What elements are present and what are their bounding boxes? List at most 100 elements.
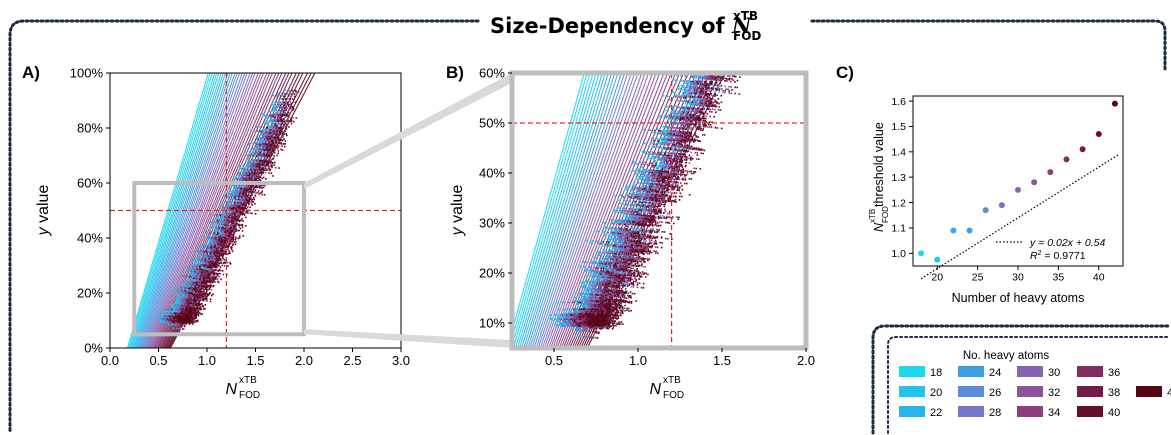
- legend-frame-inner: [887, 336, 1169, 434]
- panel-a-scatter: [156, 80, 300, 330]
- panel-b-xlabel: N xTB FOD: [649, 375, 684, 401]
- svg-text:FOD: FOD: [663, 390, 684, 401]
- panel-a-zoom-box: [132, 181, 306, 337]
- panel-c-ytick-label: 1.2: [891, 197, 906, 209]
- panel-c-point: [998, 202, 1005, 209]
- zoom-connector-top: [304, 73, 512, 189]
- panel-a-axes: 0.0 0.5 1.0 1.5 2.0 2.5 3.0 0% 20% 40% 60% 80% 100%: [70, 66, 410, 368]
- panel-b-xtick-label: 1.5: [713, 353, 731, 368]
- panel-b-fit-line: [533, 73, 626, 348]
- legend-swatch: [1077, 406, 1103, 417]
- legend-entry-30: 30: [1017, 366, 1060, 379]
- legend-title: No. heavy atoms: [963, 350, 1050, 362]
- panel-c-point: [950, 227, 957, 234]
- panel-b-fit-line: [537, 73, 633, 348]
- panel-b-ytick-label: 30%: [479, 216, 505, 231]
- svg-text:FOD: FOD: [239, 390, 260, 401]
- svg-text:R2 = 0.9771: R2 = 0.9771: [1030, 250, 1086, 262]
- panel-b-points-series: [564, 73, 735, 339]
- legend-swatch: [1017, 406, 1043, 417]
- panel-a-fit-line: [149, 73, 256, 348]
- panel-a-fit-line: [146, 73, 248, 348]
- panel-b-xtick-label: 1.0: [629, 353, 647, 368]
- figure-title: Size-Dependency of N: [490, 13, 752, 38]
- panel-a-points-series: [170, 95, 298, 328]
- legend-label: 22: [930, 407, 942, 419]
- legend-frame: [871, 324, 1170, 435]
- panel-b-fit-line: [516, 73, 600, 348]
- legend-entries: 18 20 22 24 26 28 30 32 34 36 38 40 42: [899, 366, 1171, 419]
- panel-c-ytick-label: 1.5: [891, 121, 906, 133]
- figure-frame: [8, 19, 480, 435]
- legend-label: 18: [930, 367, 942, 379]
- panel-c-ytick-label: 1.3: [891, 172, 906, 184]
- figure-frame-right: [810, 19, 1167, 72]
- panel-c-point: [1031, 179, 1038, 186]
- legend-label: 28: [989, 407, 1001, 419]
- panel-b-fit-line: [525, 73, 613, 348]
- panel-b-fit-line: [552, 73, 657, 348]
- panel-a-ytick-label: 40%: [77, 231, 103, 246]
- panel-b-ytick-label: 50%: [479, 116, 505, 131]
- panel-a-overlay: [110, 73, 401, 348]
- panel-b-ytick-label: 20%: [479, 266, 505, 281]
- zoom-connectors: [304, 73, 512, 348]
- legend-swatch: [958, 366, 984, 377]
- legend-entry-26: 26: [958, 386, 1001, 399]
- panel-b-fit-line: [531, 73, 623, 348]
- panel-c-ytick-label: 1.6: [891, 96, 906, 108]
- legend-label: 32: [1048, 387, 1060, 399]
- panel-a-xlabel: N xTB FOD: [225, 375, 260, 401]
- panel-a-points-series: [165, 89, 294, 325]
- panel-a-fit-line: [130, 73, 216, 348]
- legend-swatch: [1077, 366, 1103, 377]
- panel-a-fit-line: [154, 73, 268, 348]
- panel-c-xtick-label: 20: [931, 272, 943, 284]
- panel-b-points-series: [569, 73, 741, 339]
- svg-text:xTB: xTB: [239, 375, 257, 386]
- legend-entry-24: 24: [958, 366, 1001, 379]
- panel-a-fit-line: [132, 73, 220, 348]
- panel-c-point: [934, 256, 941, 263]
- panel-a-ytick-label: 100%: [70, 66, 104, 81]
- panel-b-ylabel: y value: [449, 185, 466, 237]
- panel-a-fit-line: [129, 73, 213, 348]
- panel-c-point: [1047, 169, 1054, 176]
- legend-label: 40: [1108, 407, 1120, 419]
- panel-c-fit-legend: y = 0.02x + 0.54 R2 = 0.9771: [996, 237, 1105, 262]
- panel-c-point: [918, 250, 925, 257]
- panel-c-point: [982, 207, 989, 214]
- panel-c-point: [1111, 100, 1118, 107]
- panel-b-fit-line: [527, 73, 616, 348]
- panel-a-fit-line: [155, 73, 271, 348]
- panel-a-fit-line: [153, 73, 265, 348]
- svg-text:N: N: [225, 381, 237, 398]
- panel-a-xtick-label: 1.0: [198, 353, 216, 368]
- panel-c-xtick-label: 25: [972, 272, 984, 284]
- legend-swatch: [899, 386, 925, 397]
- legend-label: 24: [989, 367, 1001, 379]
- legend-label: 42: [1167, 387, 1171, 399]
- panel-a-ylabel: y value: [35, 185, 52, 237]
- legend-swatch: [1077, 386, 1103, 397]
- panel-c-point: [1015, 186, 1021, 193]
- panel-a-xtick-label: 3.0: [392, 353, 410, 368]
- panel-a-fit-line: [136, 73, 226, 348]
- panel-a-points-series: [168, 89, 297, 327]
- svg-text:FOD: FOD: [881, 206, 890, 223]
- panel-a-fit-line: [133, 73, 222, 348]
- panel-a-fit-line: [140, 73, 236, 348]
- legend-swatch: [899, 406, 925, 417]
- legend-swatch: [1017, 386, 1043, 397]
- panel-b-xtick-label: 2.0: [797, 353, 815, 368]
- panel-c-point: [1079, 146, 1086, 153]
- panel-a-ytick-label: 0%: [84, 341, 103, 356]
- panel-b-fit-line: [512, 73, 591, 348]
- panel-c-ytick-label: 1.1: [891, 223, 906, 235]
- panel-a-ytick-label: 60%: [77, 176, 103, 191]
- panel-c-ytick-label: 1.4: [891, 147, 906, 159]
- panel-c-fit: [920, 153, 1120, 280]
- legend-entry-18: 18: [899, 366, 942, 379]
- heavy-atoms-legend: No. heavy atoms 18 20 22 24 26 28 30 32 34 36 38 40…: [871, 324, 1171, 435]
